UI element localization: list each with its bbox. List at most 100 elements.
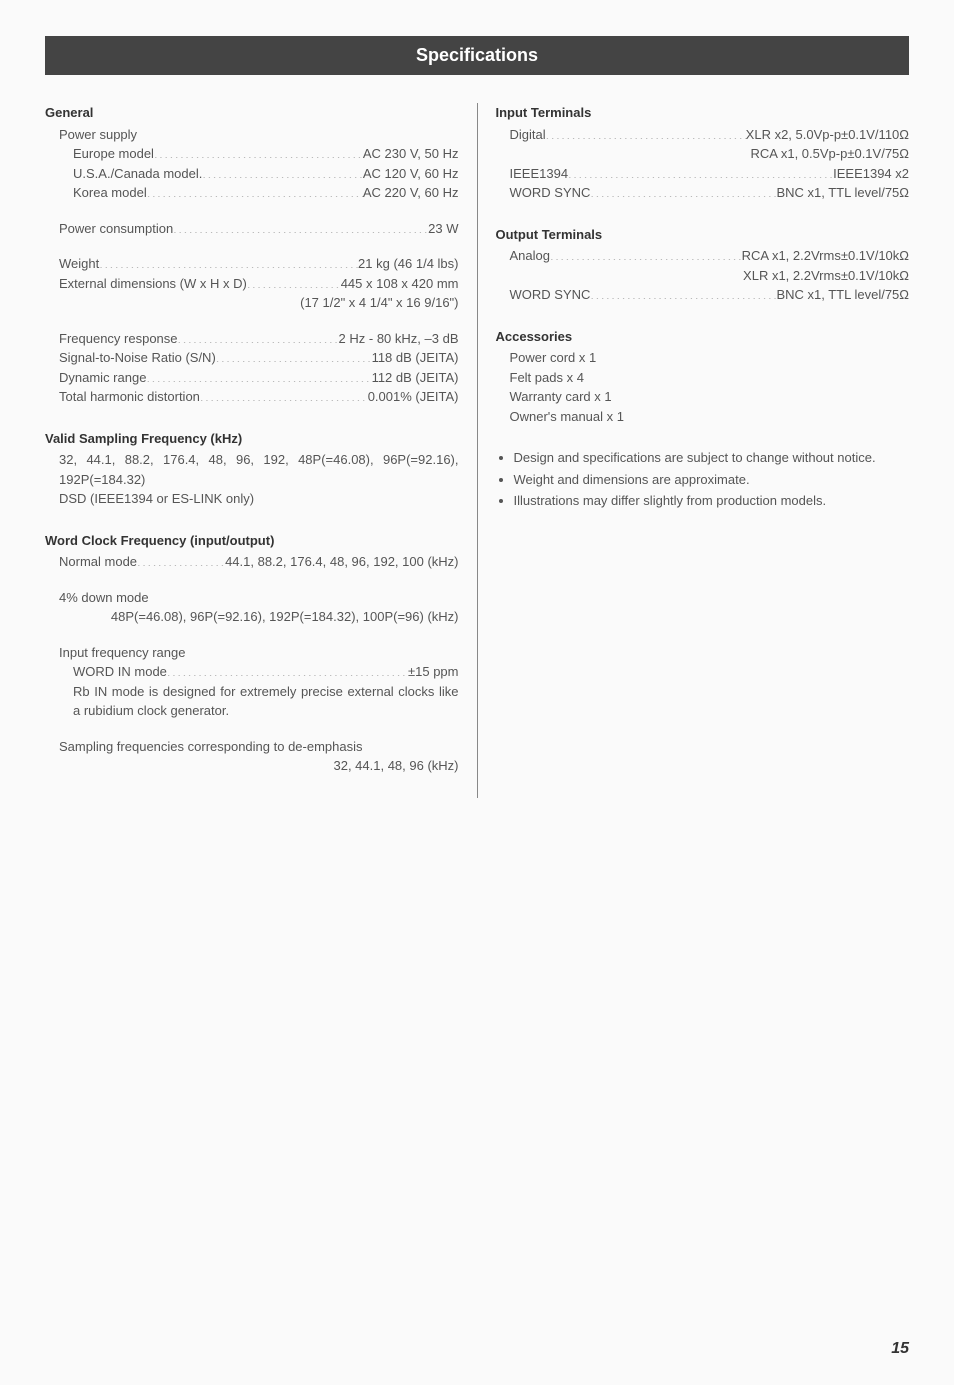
value: 23 W (428, 219, 458, 239)
down-mode-label: 4% down mode (59, 588, 459, 608)
dots (147, 184, 363, 197)
value: BNC x1, TTL level/75Ω (776, 183, 909, 203)
dots (99, 255, 358, 268)
row-analog-xlr: XLR x1, 2.2Vrms±0.1V/10kΩ (510, 266, 910, 286)
row-wordsync-out: WORD SYNC BNC x1, TTL level/75Ω (510, 285, 910, 305)
label: Analog (510, 246, 550, 266)
value: RCA x1, 2.2Vrms±0.1V/10kΩ (742, 246, 909, 266)
label: Europe model (73, 144, 154, 164)
deemph-label: Sampling frequencies corresponding to de… (59, 737, 459, 757)
row-digital: Digital XLR x2, 5.0Vp-p±0.1V/110Ω (510, 125, 910, 145)
value: AC 220 V, 60 Hz (363, 183, 459, 203)
power-supply-label: Power supply (59, 125, 459, 145)
heading-output: Output Terminals (496, 225, 910, 245)
acc-item: Owner's manual x 1 (510, 407, 910, 427)
row-weight: Weight 21 kg (46 1/4 lbs) (59, 254, 459, 274)
note-item: Weight and dimensions are approximate. (514, 470, 910, 490)
row-analog: Analog RCA x1, 2.2Vrms±0.1V/10kΩ (510, 246, 910, 266)
section-sampling: Valid Sampling Frequency (kHz) 32, 44.1,… (45, 429, 459, 509)
dots (590, 286, 776, 299)
label: Total harmonic distortion (59, 387, 200, 407)
heading-accessories: Accessories (496, 327, 910, 347)
value: 44.1, 88.2, 176.4, 48, 96, 192, 100 (kHz… (225, 552, 458, 572)
section-wordclock: Word Clock Frequency (input/output) Norm… (45, 531, 459, 776)
value: AC 120 V, 60 Hz (363, 164, 459, 184)
label: Signal-to-Noise Ratio (S/N) (59, 348, 216, 368)
value: IEEE1394 x2 (833, 164, 909, 184)
dots (568, 165, 833, 178)
label: Dynamic range (59, 368, 146, 388)
dots (173, 220, 428, 233)
section-general: General Power supply Europe model AC 230… (45, 103, 459, 407)
dots (202, 165, 363, 178)
note-item: Design and specifications are subject to… (514, 448, 910, 468)
label: External dimensions (W x H x D) (59, 274, 247, 294)
row-dimensions-inches: (17 1/2" x 4 1/4" x 16 9/16") (59, 293, 459, 313)
input-range-label: Input frequency range (59, 643, 459, 663)
sampling-values: 32, 44.1, 88.2, 176.4, 48, 96, 192, 48P(… (59, 450, 459, 489)
dots (247, 275, 341, 288)
value: 21 kg (46 1/4 lbs) (358, 254, 458, 274)
section-accessories: Accessories Power cord x 1 Felt pads x 4… (496, 327, 910, 427)
heading-wordclock: Word Clock Frequency (input/output) (45, 531, 459, 551)
dots (216, 349, 372, 362)
sampling-dsd: DSD (IEEE1394 or ES-LINK only) (59, 489, 459, 509)
page-number: 15 (891, 1337, 909, 1361)
dots (167, 663, 408, 676)
value: 112 dB (JEITA) (372, 368, 459, 388)
label: Digital (510, 125, 546, 145)
dots (178, 330, 339, 343)
heading-input: Input Terminals (496, 103, 910, 123)
row-snr: Signal-to-Noise Ratio (S/N) 118 dB (JEIT… (59, 348, 459, 368)
heading-general: General (45, 103, 459, 123)
dots (546, 126, 746, 139)
value: 445 x 108 x 420 mm (341, 274, 459, 294)
label: WORD IN mode (73, 662, 167, 682)
row-ieee: IEEE1394 IEEE1394 x2 (510, 164, 910, 184)
row-wordsync-in: WORD SYNC BNC x1, TTL level/75Ω (510, 183, 910, 203)
value: 2 Hz - 80 kHz, –3 dB (339, 329, 459, 349)
section-output: Output Terminals Analog RCA x1, 2.2Vrms±… (496, 225, 910, 305)
label: WORD SYNC (510, 285, 591, 305)
row-dynamic-range: Dynamic range 112 dB (JEITA) (59, 368, 459, 388)
dots (154, 145, 363, 158)
label: IEEE1394 (510, 164, 569, 184)
page-title: Specifications (45, 36, 909, 75)
content-columns: General Power supply Europe model AC 230… (45, 103, 909, 798)
acc-item: Felt pads x 4 (510, 368, 910, 388)
row-dimensions: External dimensions (W x H x D) 445 x 10… (59, 274, 459, 294)
row-thd: Total harmonic distortion 0.001% (JEITA) (59, 387, 459, 407)
section-input: Input Terminals Digital XLR x2, 5.0Vp-p±… (496, 103, 910, 203)
label: U.S.A./Canada model. (73, 164, 202, 184)
left-column: General Power supply Europe model AC 230… (45, 103, 478, 798)
label: Korea model (73, 183, 147, 203)
row-freq-response: Frequency response 2 Hz - 80 kHz, –3 dB (59, 329, 459, 349)
value: ±15 ppm (408, 662, 459, 682)
dots (590, 184, 776, 197)
note-item: Illustrations may differ slightly from p… (514, 491, 910, 511)
acc-item: Power cord x 1 (510, 348, 910, 368)
row-europe: Europe model AC 230 V, 50 Hz (73, 144, 459, 164)
rb-note: Rb IN mode is designed for extremely pre… (73, 682, 459, 721)
label: Frequency response (59, 329, 178, 349)
row-usa: U.S.A./Canada model. AC 120 V, 60 Hz (73, 164, 459, 184)
dots (200, 388, 368, 401)
label: Normal mode (59, 552, 137, 572)
row-korea: Korea model AC 220 V, 60 Hz (73, 183, 459, 203)
value: 118 dB (JEITA) (372, 348, 459, 368)
label: WORD SYNC (510, 183, 591, 203)
label: Power consumption (59, 219, 173, 239)
value: AC 230 V, 50 Hz (363, 144, 459, 164)
dots (550, 247, 742, 260)
row-power-consumption: Power consumption 23 W (59, 219, 459, 239)
heading-sampling: Valid Sampling Frequency (kHz) (45, 429, 459, 449)
deemph-value: 32, 44.1, 48, 96 (kHz) (59, 756, 459, 776)
acc-item: Warranty card x 1 (510, 387, 910, 407)
row-word-in: WORD IN mode ±15 ppm (73, 662, 459, 682)
value: XLR x2, 5.0Vp-p±0.1V/110Ω (746, 125, 909, 145)
label: Weight (59, 254, 99, 274)
dots (146, 369, 371, 382)
value: BNC x1, TTL level/75Ω (776, 285, 909, 305)
down-mode-value: 48P(=46.08), 96P(=92.16), 192P(=184.32),… (73, 607, 459, 627)
row-digital-rca: RCA x1, 0.5Vp-p±0.1V/75Ω (510, 144, 910, 164)
